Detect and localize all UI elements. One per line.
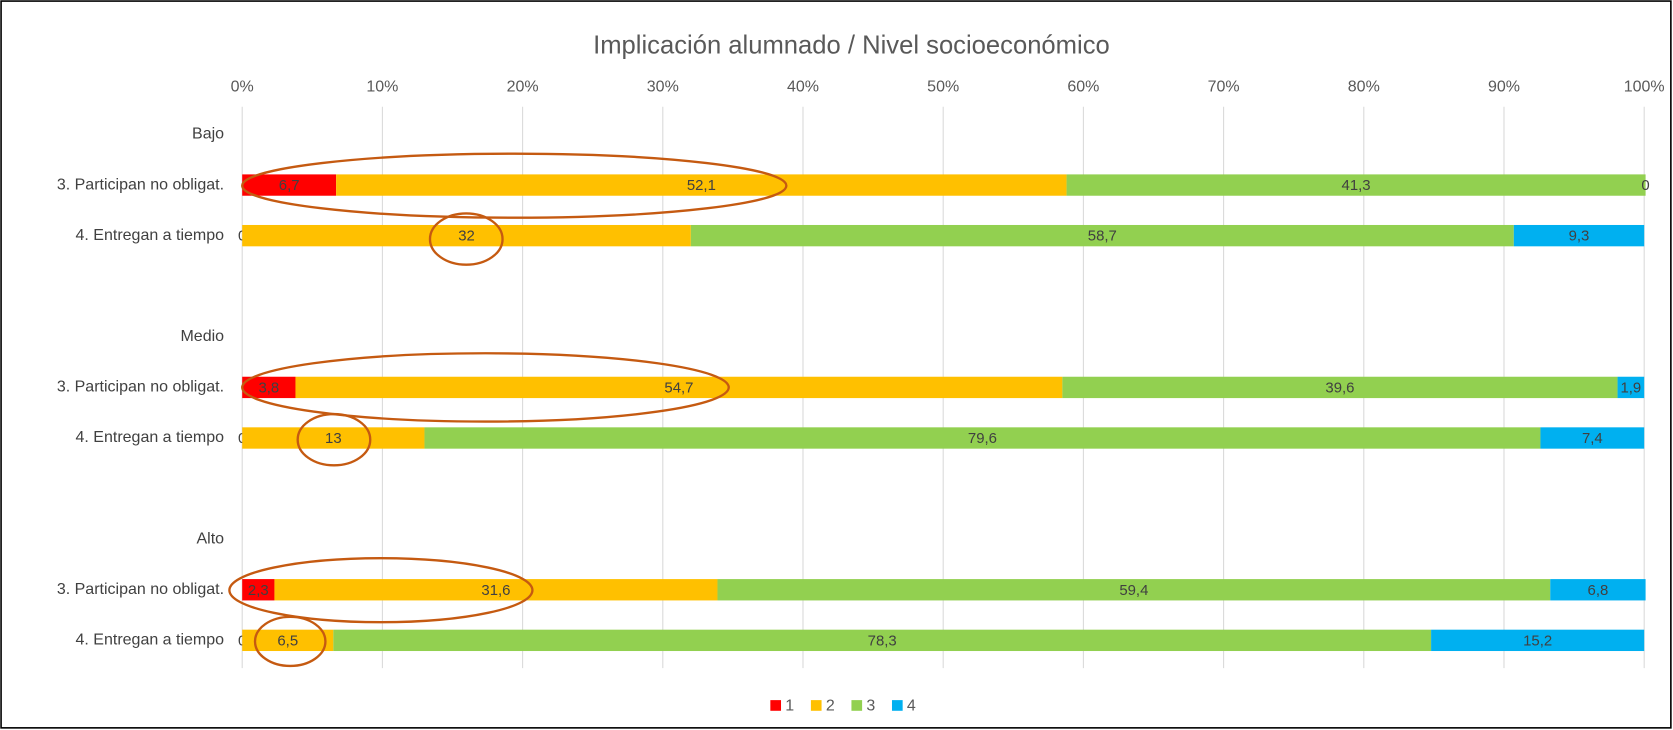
data-label: 3,8 — [258, 379, 279, 396]
category-label: 3. Participan no obligat. — [57, 176, 224, 193]
x-tick-label: 40% — [787, 79, 819, 96]
legend-label: 4 — [907, 698, 916, 715]
x-tick-label: 90% — [1488, 79, 1520, 96]
bar-segment — [242, 427, 425, 449]
x-tick-label: 50% — [927, 79, 959, 96]
plot-area: 0% 10% 20% 30% 40% 50% 60% 70% 80% 90% 100% Bajo 3. … — [57, 79, 1665, 715]
data-label: 41,3 — [1342, 177, 1371, 194]
bar-segment — [242, 376, 296, 399]
data-label: 6,7 — [279, 177, 300, 194]
data-label: 1,9 — [1620, 379, 1641, 396]
bar-segment — [242, 579, 275, 601]
category-label: Alto — [196, 530, 224, 547]
category-label: 4. Entregan a tiempo — [76, 632, 225, 649]
category-label: Bajo — [192, 126, 224, 143]
bar-segment — [1550, 579, 1646, 601]
legend-swatch — [891, 700, 903, 711]
highlight-ellipse — [228, 556, 534, 624]
data-label: 0 — [1641, 177, 1649, 194]
data-label: 2,3 — [248, 582, 269, 599]
bar-segment — [242, 224, 691, 247]
legend-label: 2 — [826, 698, 835, 715]
annotations — [228, 152, 788, 668]
data-label: 15,2 — [1523, 632, 1552, 649]
bar-segment — [690, 224, 1514, 247]
bar-segment — [274, 579, 718, 601]
x-tick-label: 100% — [1624, 79, 1665, 96]
category-label: 4. Entregan a tiempo — [76, 429, 225, 446]
bar-segment — [717, 579, 1551, 601]
bar-segment — [295, 376, 1063, 399]
bar-segment — [1431, 629, 1645, 652]
bar-segment — [242, 174, 337, 196]
data-label: 52,1 — [687, 177, 716, 194]
bar-segment — [242, 629, 334, 652]
data-label: 6,5 — [277, 632, 298, 649]
legend-swatch — [810, 700, 822, 711]
data-label: 6,8 — [1588, 582, 1609, 599]
data-label: 78,3 — [868, 632, 897, 649]
x-tick-label: 20% — [507, 79, 539, 96]
x-tick-label: 70% — [1208, 79, 1240, 96]
category-label: 3. Participan no obligat. — [57, 581, 224, 598]
data-label: 58,7 — [1088, 228, 1117, 245]
bar-segment — [333, 629, 1432, 652]
category-label: 3. Participan no obligat. — [57, 379, 224, 396]
bar-segment — [336, 174, 1067, 196]
legend-swatch — [851, 700, 863, 711]
data-label: 79,6 — [968, 430, 997, 447]
legend-label: 3 — [866, 698, 875, 715]
category-label: 4. Entregan a tiempo — [76, 227, 225, 244]
bar-segment — [1062, 376, 1618, 399]
highlight-ellipse — [253, 615, 327, 668]
x-tick-label: 80% — [1348, 79, 1380, 96]
bar-segment — [1513, 224, 1645, 247]
highlight-ellipse — [428, 212, 504, 266]
x-tick-label: 30% — [647, 79, 679, 96]
data-label: 39,6 — [1325, 379, 1354, 396]
x-tick-label: 60% — [1067, 79, 1099, 96]
bar-segment — [424, 427, 1541, 449]
legend-label: 1 — [785, 698, 794, 715]
data-label: 13 — [325, 430, 342, 447]
bar-segment — [1617, 376, 1645, 399]
data-label: 9,3 — [1569, 228, 1590, 245]
bar-segment — [1066, 174, 1646, 196]
highlight-ellipse — [241, 152, 788, 219]
data-label: 54,7 — [664, 379, 693, 396]
highlight-ellipse — [296, 412, 372, 467]
data-label: 59,4 — [1119, 582, 1148, 599]
bar-segment — [1540, 427, 1645, 449]
data-label: 32 — [458, 228, 475, 245]
data-label: 31,6 — [481, 582, 510, 599]
x-tick-label: 10% — [366, 79, 398, 96]
legend-swatch — [770, 700, 782, 711]
chart-title: Implicación alumnado / Nivel socioeconóm… — [593, 32, 1110, 60]
x-tick-label: 0% — [231, 79, 254, 96]
data-label: 7,4 — [1582, 430, 1603, 447]
highlight-ellipse — [241, 352, 730, 423]
category-label: Medio — [180, 328, 224, 345]
